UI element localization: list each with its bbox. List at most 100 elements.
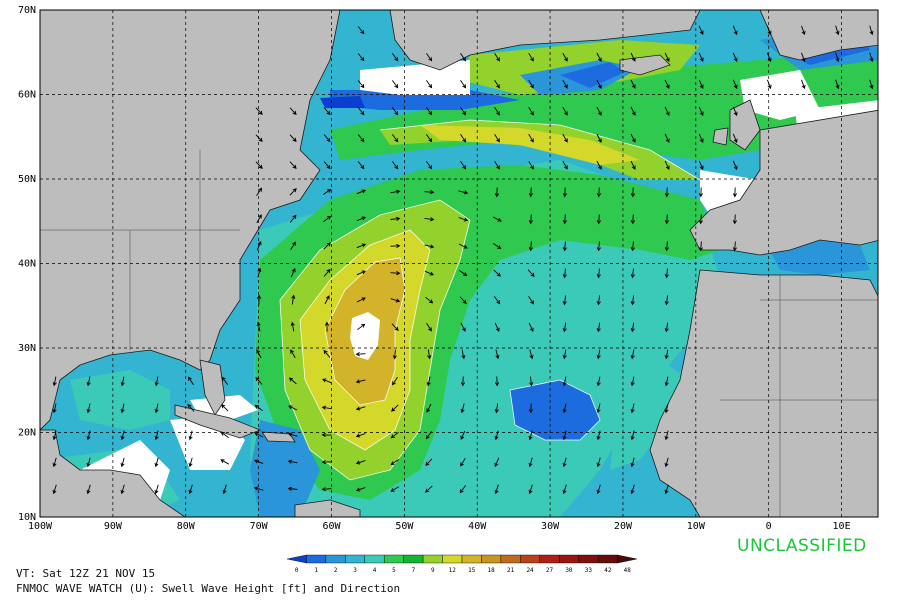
direction-arrow [424,190,435,195]
direction-arrow [527,269,535,277]
direction-arrow [86,376,91,387]
direction-arrow [323,161,331,170]
direction-arrow [154,484,159,495]
direction-arrow [154,376,159,387]
direction-arrow [596,106,602,116]
direction-arrow [427,349,432,360]
direction-arrow [290,268,296,278]
direction-arrow [630,349,635,360]
direction-arrow [562,214,567,225]
direction-arrow [357,161,365,170]
direction-arrow [256,214,262,224]
direction-arrow [596,52,602,62]
direction-arrow [596,430,601,441]
direction-arrow [562,295,567,306]
colorbar-swatch [597,554,618,564]
direction-arrow [460,53,467,62]
direction-arrow [460,376,465,387]
direction-arrow [596,268,601,279]
colorbar-swatch [520,554,540,564]
direction-arrow [221,376,229,385]
direction-arrow [86,430,91,441]
direction-arrow [732,25,738,36]
direction-arrow [287,432,298,437]
direction-arrow [732,106,738,117]
direction-arrow [562,52,568,62]
direction-arrow [390,216,401,221]
direction-arrow [494,52,500,62]
direction-arrow [562,187,567,198]
direction-arrow [390,459,399,466]
direction-arrow [732,214,737,225]
direction-arrow [390,431,399,439]
direction-arrow [664,241,669,252]
direction-arrow [86,484,91,495]
direction-arrow [256,294,262,305]
direction-arrow [732,187,737,198]
direction-arrow [528,106,534,116]
direction-arrow [596,349,601,360]
direction-arrow [528,79,534,89]
colorbar-tick-label: 2 [334,567,338,574]
direction-arrow [664,430,669,441]
direction-arrow [528,241,533,252]
direction-arrow [86,457,91,468]
direction-arrow [391,377,398,386]
direction-arrow [357,107,365,116]
lat-label: 50N [18,174,36,185]
direction-arrow [290,321,295,332]
direction-arrow [291,294,296,305]
direction-arrow [460,457,466,467]
direction-arrow [869,52,874,63]
direction-arrow [596,403,601,414]
lon-label: 0 [766,521,772,532]
direction-arrow [120,430,125,441]
direction-arrow [321,487,332,492]
direction-arrow [460,134,467,143]
direction-arrow [596,214,601,225]
direction-arrow [664,376,669,387]
longitude-labels: 100W 90W 80W 70W 60W 50W 40W 30W 20W 10W 0 10E [28,521,851,532]
colorbar-tick-label: 4 [373,567,377,574]
direction-arrow [528,160,534,170]
direction-arrow [120,484,125,495]
direction-arrow [391,323,399,331]
direction-arrow [287,459,298,464]
direction-arrow [494,322,500,332]
direction-arrow [425,296,434,304]
direction-arrow [324,321,329,332]
direction-arrow [596,457,601,468]
country-borders [40,150,878,517]
direction-arrow [289,161,297,169]
colorbar-swatch [578,554,599,564]
direction-arrow [630,430,635,441]
direction-arrow [528,214,533,225]
direction-arrow [529,349,534,360]
swell-direction-arrows [52,25,874,495]
direction-arrow [664,349,669,360]
direction-arrow [494,430,499,441]
direction-arrow [426,53,433,62]
direction-arrow [424,270,434,276]
colorbar-swatch [384,554,404,564]
direction-arrow [459,485,467,494]
direction-arrow [220,459,230,465]
direction-arrow [493,296,501,305]
direction-arrow [562,430,567,441]
lon-label: 70W [250,521,269,532]
colorbar-swatch [559,554,579,564]
direction-arrow [493,269,501,277]
direction-arrow [390,243,401,248]
direction-arrow [528,457,533,468]
lat-label: 40N [18,259,36,270]
direction-arrow [355,406,366,411]
direction-arrow [528,403,533,414]
land-masses [40,10,878,517]
direction-arrow [596,241,601,252]
colorbar-tick-label: 27 [546,567,554,574]
direction-arrow [664,52,670,62]
direction-arrow [424,217,435,222]
direction-arrow [630,52,636,62]
direction-arrow [323,107,331,116]
